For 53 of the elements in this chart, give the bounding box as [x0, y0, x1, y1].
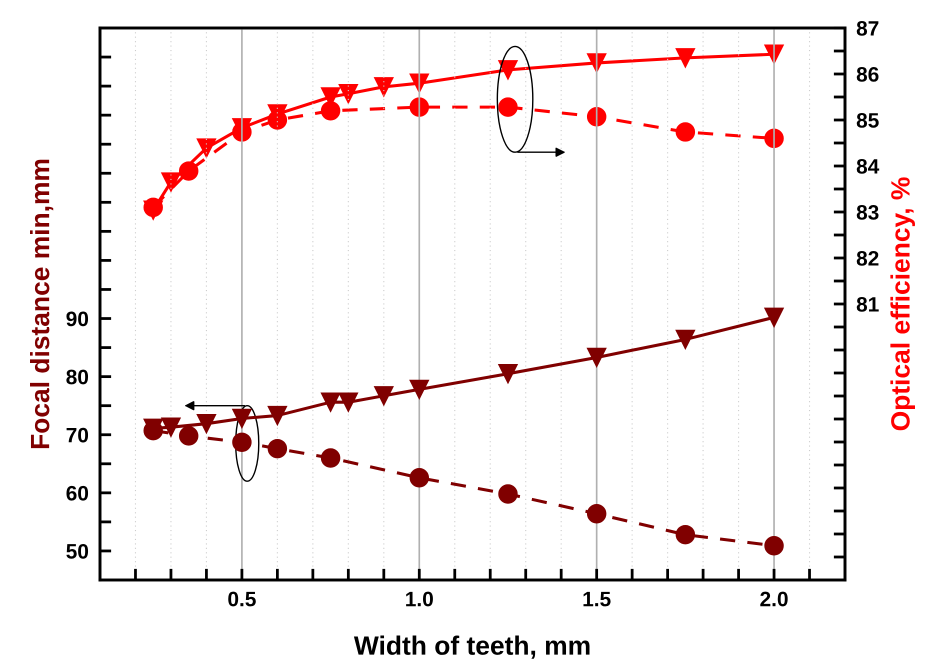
point [498, 60, 518, 80]
point [320, 101, 340, 121]
point [178, 426, 198, 446]
y-tick-label: 80 [66, 370, 88, 384]
y2-tick-label: 82 [856, 251, 878, 266]
y2-tick-label: 81 [856, 297, 879, 312]
point [196, 414, 216, 434]
y2-tick-label: 83 [856, 205, 879, 220]
point [498, 364, 518, 384]
point [268, 438, 288, 458]
y-tick-label: 60 [66, 486, 88, 501]
point [764, 308, 784, 328]
point [196, 138, 216, 158]
point [338, 392, 358, 412]
x-tick-label: 1.5 [584, 592, 611, 606]
point [410, 380, 430, 400]
point [232, 408, 252, 428]
point [320, 392, 340, 412]
y-tick-label: 50 [66, 544, 88, 559]
point [498, 484, 518, 504]
point [320, 448, 340, 468]
x-axis-title: Width of teeth, mm [354, 636, 590, 659]
point [676, 122, 696, 142]
point [676, 48, 696, 68]
point [143, 198, 163, 218]
point [161, 172, 181, 192]
y-tick-label: 70 [66, 428, 88, 442]
point [178, 161, 198, 181]
point [586, 107, 606, 127]
x-tick-label: 0.5 [228, 592, 256, 606]
point [161, 417, 181, 437]
point [374, 77, 394, 97]
y-axis-title: Focal distance min,mm [30, 160, 54, 448]
y2-tick-label: 86 [856, 67, 879, 82]
point [676, 524, 696, 544]
y2-axis-title: Optical efficiency, % [890, 177, 915, 430]
point [410, 468, 430, 488]
point [498, 97, 518, 117]
point [410, 97, 430, 117]
point [268, 406, 288, 426]
point [586, 504, 606, 524]
y2-tick-label: 84 [856, 159, 880, 174]
x-tick-label: 1.0 [406, 592, 433, 606]
y2-tick-label: 85 [856, 113, 879, 128]
point [374, 386, 394, 406]
point [268, 110, 288, 130]
x-tick-label: 2.0 [760, 592, 788, 606]
point [764, 536, 784, 556]
point [676, 330, 696, 350]
y-tick-label: 90 [66, 312, 88, 326]
point [338, 84, 358, 104]
y2-tick-label: 87 [856, 21, 878, 36]
point [586, 348, 606, 368]
